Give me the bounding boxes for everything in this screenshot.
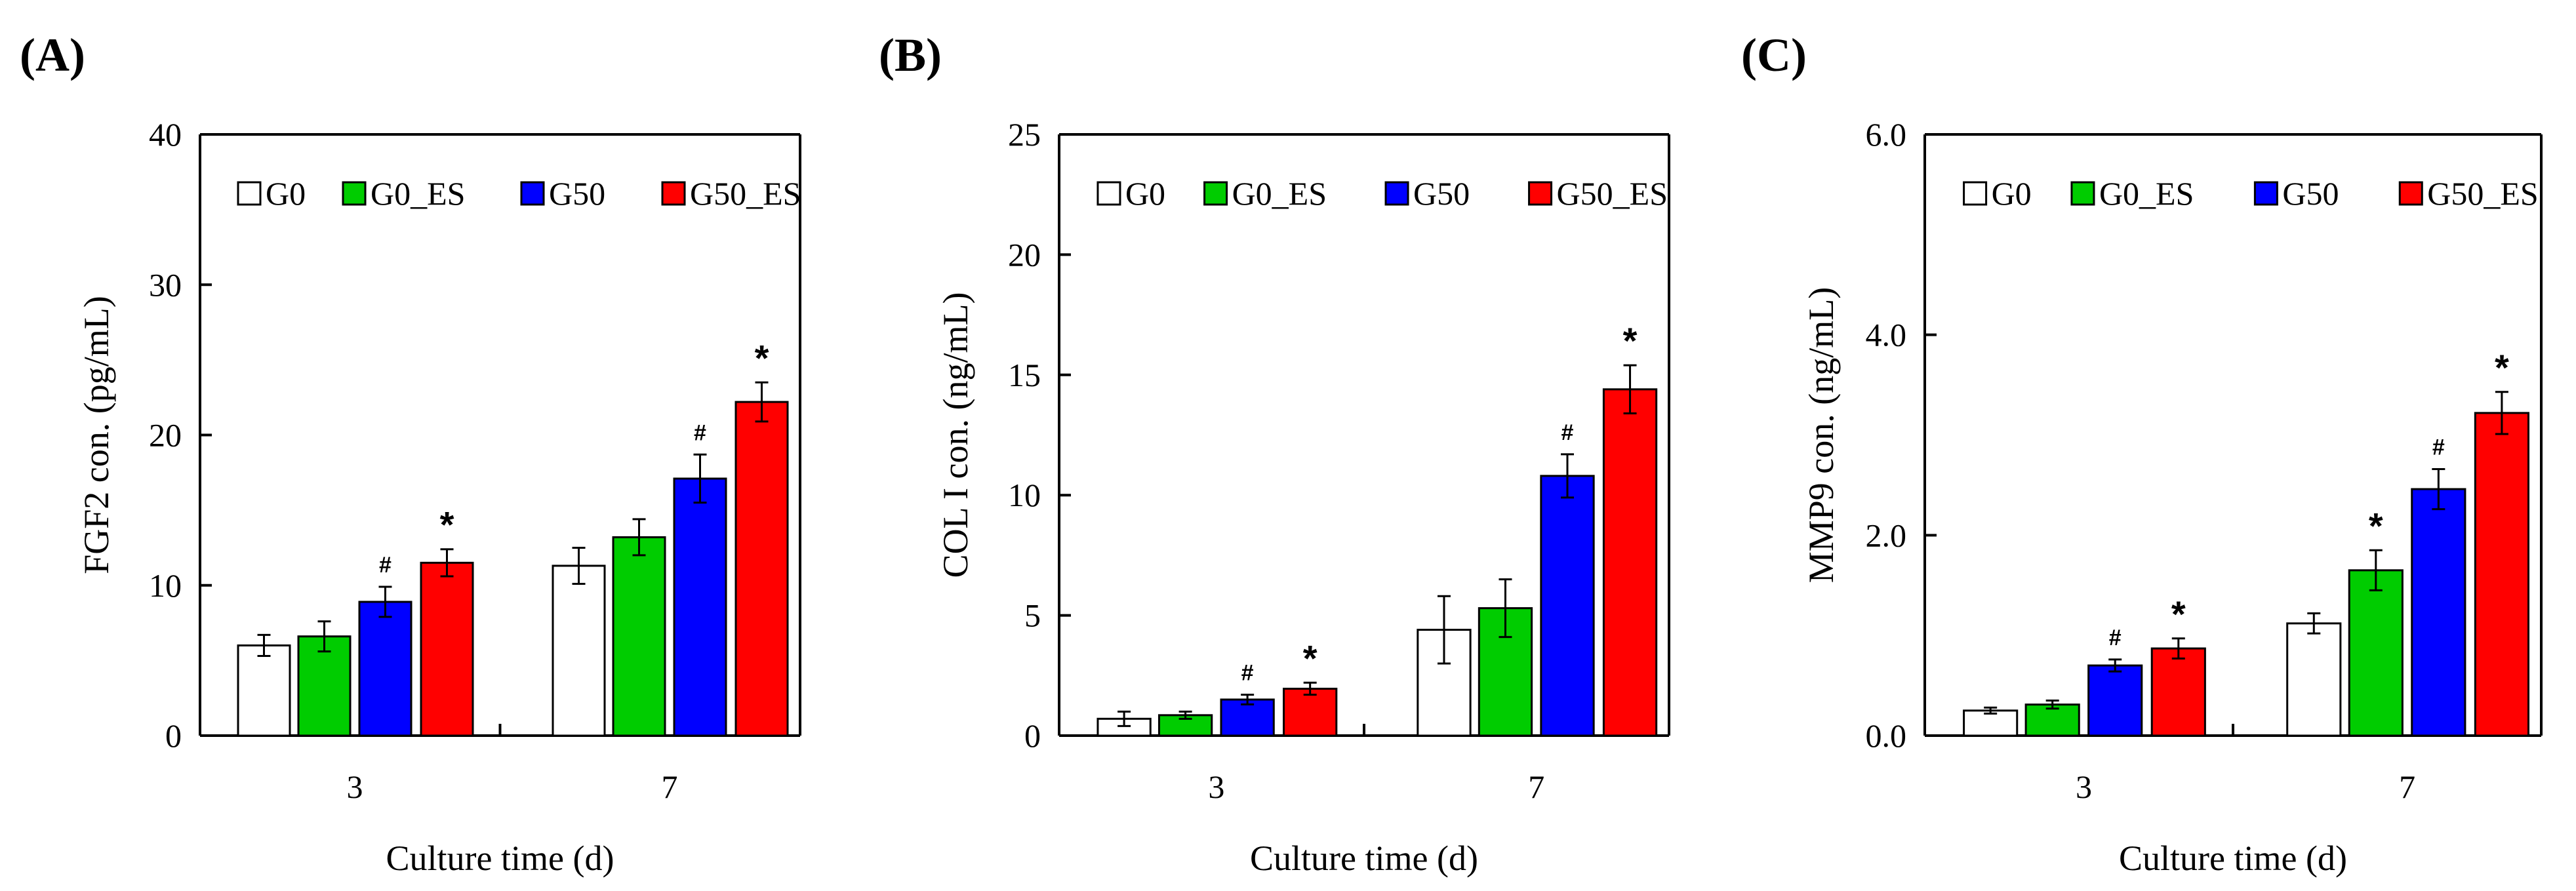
- y-tick-label: 0: [1024, 717, 1041, 754]
- bar-g0-day-7: [552, 564, 606, 737]
- bar-g0-es-day-7: [612, 536, 666, 737]
- x-category-label: 7: [1528, 768, 1544, 805]
- legend-label: G0_ES: [2099, 175, 2194, 212]
- bar-g50-day-3: [358, 601, 413, 737]
- bar-g50-day-3: [2087, 664, 2143, 737]
- significance-star-mark: *: [1303, 637, 1318, 679]
- x-category-label: 3: [2076, 768, 2092, 805]
- legend-label: G0_ES: [1232, 175, 1327, 212]
- y-tick-label: 5: [1024, 597, 1041, 634]
- y-axis-title: FGF2 con. (pg/mL): [77, 296, 116, 574]
- significance-hash-mark: #: [1241, 661, 1254, 686]
- significance-star-mark: *: [2495, 347, 2509, 388]
- bar-g0-day-7: [2286, 622, 2342, 737]
- x-category-label: 7: [2399, 768, 2415, 805]
- x-category-label: 7: [662, 768, 678, 805]
- x-axis-title: Culture time (d): [2119, 839, 2347, 878]
- y-tick-label: 10: [1008, 477, 1041, 513]
- legend-swatch-g0-es: [2070, 181, 2095, 206]
- legend-label: G0_ES: [371, 175, 465, 212]
- bar-g50-es-day-3: [420, 561, 474, 737]
- y-tick-label: 10: [149, 567, 182, 604]
- panel-b: (B) 0 5 10 15 20 25 3 # * 7 # * G0 G0_ES G50 G50_ES Cultu…: [879, 29, 1670, 878]
- panel-label: (A): [20, 29, 85, 81]
- legend-swatch-g0: [1963, 181, 1988, 206]
- legend-label: G0: [266, 175, 306, 212]
- significance-star-mark: *: [2369, 505, 2383, 546]
- y-axis-title: COL I con. (ng/mL): [936, 292, 975, 578]
- legend-label: G0: [1125, 175, 1165, 212]
- legend-swatch-g50-es: [661, 181, 686, 206]
- legend-swatch-g0: [237, 181, 262, 206]
- panel-c: (C) 0.0 2.0 4.0 6.0 3 # * 7 * # * G0 G0_ES G50 G50_ES Cu…: [1741, 29, 2543, 878]
- legend-swatch-g50: [2253, 181, 2278, 206]
- y-axis-title: MMP9 con. (ng/mL): [1801, 287, 1841, 584]
- x-axis-title: Culture time (d): [1250, 839, 1478, 878]
- bar-g50-day-3: [1220, 698, 1275, 737]
- legend-swatch-g50: [1384, 181, 1409, 206]
- significance-hash-mark: #: [2432, 435, 2445, 460]
- panel-label: (B): [879, 29, 942, 81]
- significance-hash-mark: #: [2109, 625, 2122, 650]
- significance-star-mark: *: [2171, 593, 2186, 635]
- bar-g0-es-day-3: [297, 635, 352, 737]
- y-tick-label: 15: [1008, 357, 1041, 393]
- x-category-label: 3: [347, 768, 363, 805]
- significance-star-mark: *: [440, 504, 454, 545]
- x-axis-title: Culture time (d): [386, 839, 614, 878]
- bar-g0-day-3: [237, 644, 291, 737]
- significance-hash-mark: #: [379, 553, 392, 578]
- y-tick-label: 30: [149, 266, 182, 303]
- bar-g50-es-day-7: [735, 401, 789, 737]
- bar-g0-day-3: [1963, 709, 2019, 737]
- legend-swatch-g0: [1097, 181, 1121, 206]
- legend-swatch-g50: [520, 181, 545, 206]
- legend-label: G50: [549, 175, 605, 212]
- legend-label: G50_ES: [1557, 175, 1668, 212]
- legend-label: G50_ES: [2427, 175, 2538, 212]
- legend-swatch-g50-es: [2398, 181, 2423, 206]
- legend-swatch-g0-es: [342, 181, 367, 206]
- bar-g50-es-day-3: [1283, 687, 1338, 737]
- y-tick-label: 2.0: [1866, 517, 1907, 553]
- legend-label: G50: [2282, 175, 2339, 212]
- y-tick-label: 25: [1008, 116, 1041, 153]
- significance-star-mark: *: [1623, 320, 1638, 361]
- y-tick-label: 0.0: [1866, 717, 1907, 754]
- significance-hash-mark: #: [694, 420, 706, 445]
- legend-swatch-g50-es: [1528, 181, 1553, 206]
- significance-hash-mark: #: [1561, 420, 1574, 445]
- bar-g50-es-day-7: [1602, 388, 1658, 737]
- y-tick-label: 4.0: [1866, 317, 1907, 353]
- significance-star-mark: *: [755, 337, 769, 378]
- y-tick-label: 40: [149, 116, 182, 153]
- y-tick-label: 20: [149, 417, 182, 454]
- bar-g50-es-day-7: [2474, 412, 2529, 737]
- legend-label: G50_ES: [690, 175, 801, 212]
- bar-g50-day-7: [1540, 475, 1595, 737]
- bar-g50-day-7: [2411, 488, 2466, 737]
- panel-a: (A) 0 10 20 30 40 3 # * 7 # * G0 G0_ES G50 G50_ES Cultur…: [20, 29, 801, 878]
- bar-g50-es-day-3: [2150, 647, 2206, 737]
- bar-g0-es-day-7: [2348, 569, 2404, 737]
- y-tick-label: 6.0: [1866, 116, 1907, 153]
- x-category-label: 3: [1208, 768, 1224, 805]
- legend-label: G50: [1413, 175, 1470, 212]
- y-tick-label: 20: [1008, 236, 1041, 273]
- legend-label: G0: [1992, 175, 2032, 212]
- y-tick-label: 0: [165, 717, 182, 754]
- bar-g50-day-7: [673, 477, 727, 737]
- legend-swatch-g0-es: [1203, 181, 1228, 206]
- panel-label: (C): [1741, 29, 1807, 81]
